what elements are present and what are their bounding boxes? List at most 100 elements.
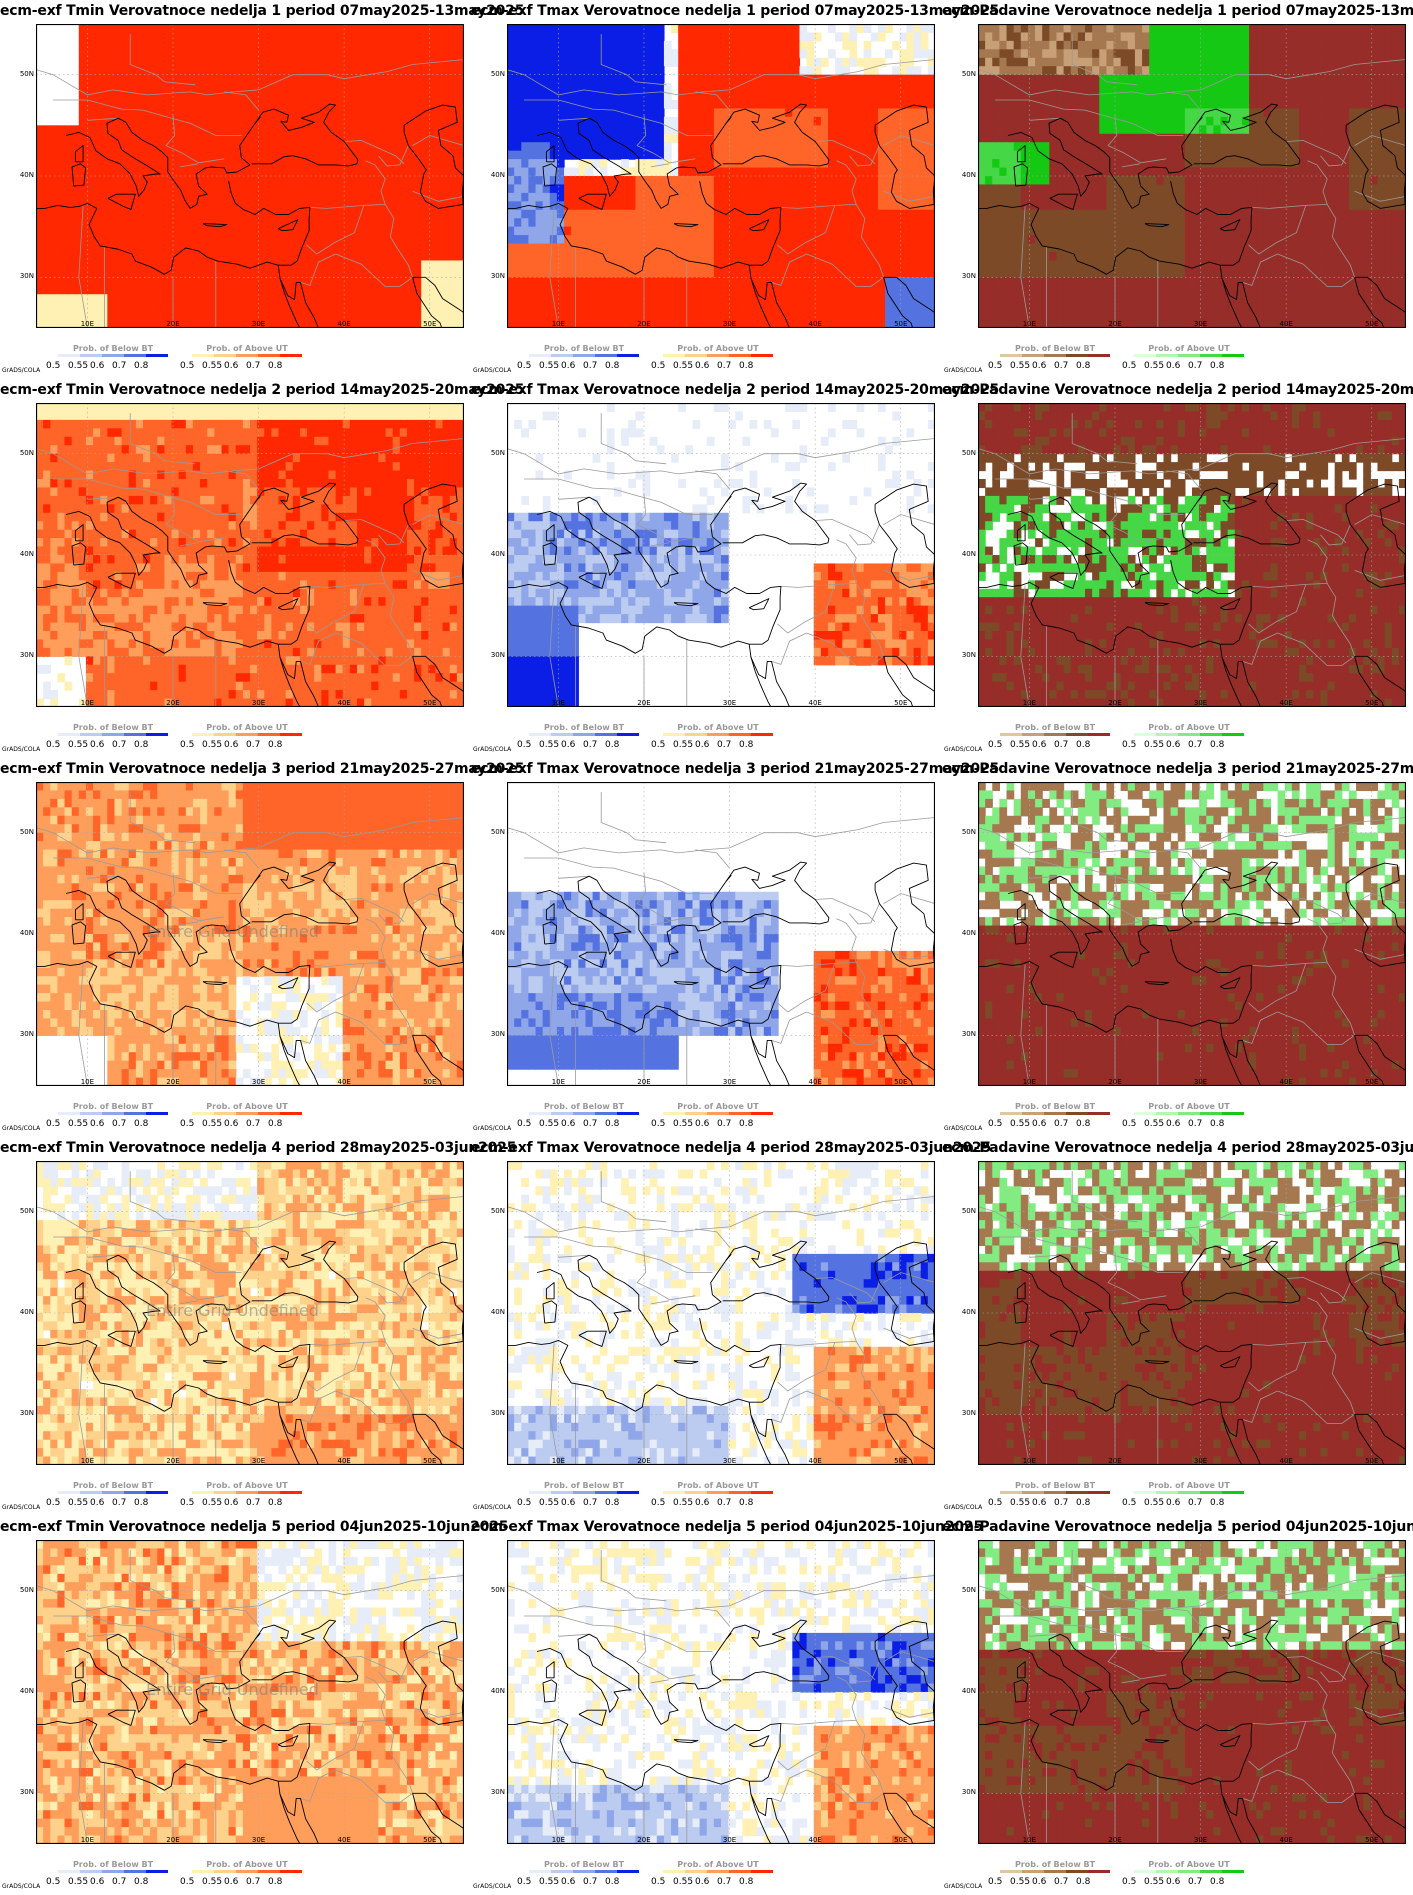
probability-cell [692,201,701,211]
probability-cell [278,268,287,278]
probability-cell [585,100,594,110]
probability-cell [1134,24,1143,34]
probability-cell [406,311,415,321]
probability-cell [178,40,187,50]
probability-cell [735,260,743,270]
probability-cell [428,66,437,76]
probability-cell [649,24,658,34]
probability-cell [671,252,679,262]
probability-cell [877,319,886,328]
probability-cell [449,184,458,194]
probability-cell [321,201,330,211]
probability-cell [792,192,801,202]
probability-cell [578,100,587,110]
probability-cell [863,133,872,143]
probability-cell [549,268,558,278]
probability-cell [585,142,594,152]
probability-cell [100,66,108,76]
probability-cell [906,243,915,253]
probability-cell [828,260,836,270]
probability-cell [357,218,365,228]
probability-cell [128,268,137,278]
probability-cell [428,83,437,93]
probability-cell [628,201,636,211]
probability-cell [507,142,515,152]
probability-cell [214,40,223,50]
probability-cell [214,319,223,328]
probability-cell [614,277,622,287]
probability-cell [1042,40,1050,50]
probability-cell [250,116,258,126]
country-border [855,204,884,278]
probability-cell [663,192,672,202]
probability-cell [321,100,330,110]
probability-cell [271,176,280,186]
probability-cell [514,218,522,228]
probability-cell [221,311,230,321]
probability-cell [927,277,935,287]
probability-cell [778,235,786,245]
probability-cell [770,100,779,110]
probability-cell [642,260,651,270]
probability-cell [321,260,330,270]
probability-cell [742,24,751,34]
probability-cell [442,285,451,295]
probability-cell [1256,57,1264,67]
probability-cell [1241,57,1250,67]
probability-cell [135,294,144,304]
probability-cell [371,311,379,321]
probability-cell [535,243,544,253]
probability-cell [64,150,73,160]
probability-cell [392,319,401,328]
probability-cell [371,285,379,295]
probability-cell [685,302,694,312]
probability-cell [414,74,422,84]
probability-cell [978,32,986,42]
probability-cell [1120,91,1129,101]
probability-cell [299,66,308,76]
probability-cell [678,74,686,84]
probability-cell [185,150,194,160]
probability-cell [128,302,137,312]
probability-cell [699,159,708,169]
probability-cell [1363,49,1371,59]
probability-cell [742,176,751,186]
probability-cell [264,218,272,228]
x-tick-label: 40E [808,320,821,328]
probability-cell [863,159,872,169]
probability-cell [728,49,736,59]
probability-cell [114,311,123,321]
probability-cell [442,32,451,42]
probability-cell [528,40,537,50]
probability-cell [250,311,258,321]
probability-cell [592,311,601,321]
probability-cell [428,125,437,135]
probability-cell [278,294,287,304]
probability-cell [335,116,344,126]
probability-cell [1363,32,1371,42]
probability-cell [920,108,929,118]
probability-cell [171,159,180,169]
probability-cell [378,133,387,143]
probability-cell [877,32,886,42]
probability-cell [778,142,786,152]
probability-cell [307,40,315,50]
probability-cell [456,285,464,295]
probability-cell [1006,66,1015,76]
probability-cell [1220,66,1229,76]
probability-cell [1020,40,1029,50]
probability-cell [1056,108,1065,118]
probability-cell [128,294,137,304]
probability-cell [820,74,829,84]
probability-cell [521,226,529,236]
probability-cell [414,176,422,186]
probability-cell [920,100,929,110]
probability-cell [507,116,515,126]
probability-cell [235,116,244,126]
coastline [278,219,299,232]
probability-cell [314,150,322,160]
probability-cell [885,226,893,236]
probability-cell [1341,74,1350,84]
probability-cell [763,201,772,211]
probability-cell [1127,108,1136,118]
